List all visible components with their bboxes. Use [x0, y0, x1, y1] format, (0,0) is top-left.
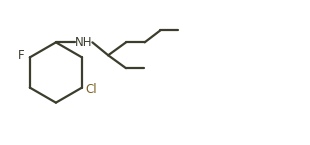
Text: F: F — [18, 49, 24, 62]
Text: Cl: Cl — [86, 83, 97, 96]
Text: NH: NH — [74, 36, 92, 49]
